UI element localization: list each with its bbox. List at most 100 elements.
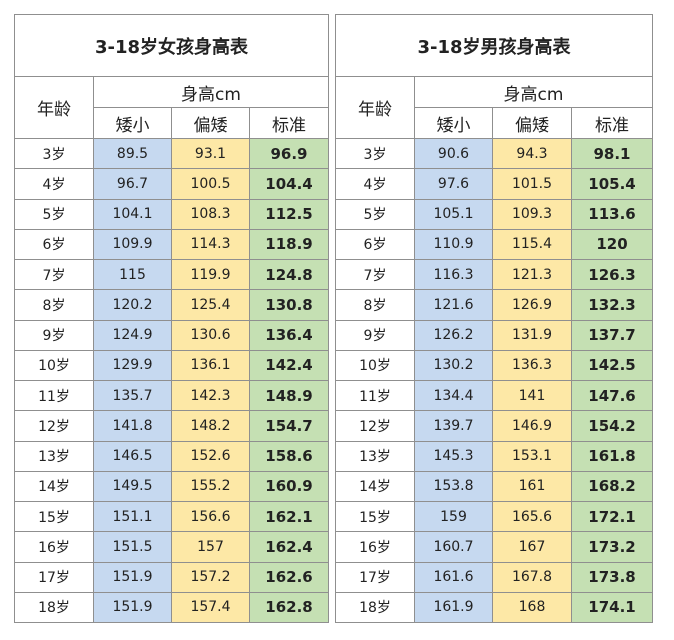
age-cell: 7岁 [335,259,415,291]
height-cell: 161.8 [571,440,653,472]
age-cell: 15岁 [14,501,94,533]
height-cell: 153.8 [414,470,493,502]
height-cell: 119.9 [171,259,250,291]
height-cell: 149.5 [93,470,172,502]
age-cell: 4岁 [14,168,94,200]
height-cell: 126.9 [492,289,572,321]
age-cell: 6岁 [14,228,94,260]
height-cell: 148.9 [249,380,329,412]
height-cell: 110.9 [414,228,493,260]
height-cell: 115.4 [492,228,572,260]
height-cell: 157.2 [171,561,250,593]
age-cell: 5岁 [14,198,94,230]
age-cell: 15岁 [335,501,415,533]
height-cell: 167 [492,531,572,563]
age-cell: 16岁 [14,531,94,563]
height-cell: 109.3 [492,198,572,230]
age-cell: 3岁 [335,138,415,170]
height-cell: 154.7 [249,410,329,442]
age-cell: 13岁 [14,440,94,472]
column-header: 标准 [571,107,653,139]
height-cell: 125.4 [171,289,250,321]
column-header: 矮小 [414,107,493,139]
height-cell: 156.6 [171,501,250,533]
height-cell: 94.3 [492,138,572,170]
height-cell: 131.9 [492,319,572,351]
age-cell: 9岁 [335,319,415,351]
height-cell: 105.4 [571,168,653,200]
height-cell: 104.4 [249,168,329,200]
height-cell: 157 [171,531,250,563]
height-cell: 130.8 [249,289,329,321]
height-cell: 124.9 [93,319,172,351]
height-cell: 173.2 [571,531,653,563]
height-cell: 130.2 [414,349,493,381]
age-cell: 9岁 [14,319,94,351]
height-cell: 162.6 [249,561,329,593]
height-cell: 89.5 [93,138,172,170]
height-cell: 115 [93,259,172,291]
age-cell: 17岁 [14,561,94,593]
height-cell: 157.4 [171,591,250,623]
age-cell: 13岁 [335,440,415,472]
height-cell: 172.1 [571,501,653,533]
age-header: 年龄 [335,76,415,139]
height-cell: 151.1 [93,501,172,533]
height-cell: 120.2 [93,289,172,321]
age-cell: 7岁 [14,259,94,291]
height-cell: 142.4 [249,349,329,381]
height-cell: 141.8 [93,410,172,442]
height-cell: 146.9 [492,410,572,442]
age-cell: 12岁 [14,410,94,442]
height-cell: 159 [414,501,493,533]
height-cell: 136.3 [492,349,572,381]
height-cell: 161 [492,470,572,502]
height-cell: 112.5 [249,198,329,230]
height-cell: 126.2 [414,319,493,351]
column-header: 标准 [249,107,329,139]
height-cell: 145.3 [414,440,493,472]
height-cell: 142.3 [171,380,250,412]
height-cell: 141 [492,380,572,412]
height-cell: 126.3 [571,259,653,291]
height-cell: 136.4 [249,319,329,351]
height-cell: 121.3 [492,259,572,291]
height-cell: 165.6 [492,501,572,533]
height-cell: 168.2 [571,470,653,502]
age-cell: 11岁 [14,380,94,412]
column-header: 矮小 [93,107,172,139]
age-cell: 6岁 [335,228,415,260]
height-cell: 124.8 [249,259,329,291]
height-cell: 174.1 [571,591,653,623]
height-cell: 109.9 [93,228,172,260]
height-cell: 153.1 [492,440,572,472]
height-cell: 120 [571,228,653,260]
height-cell: 136.1 [171,349,250,381]
height-cell: 155.2 [171,470,250,502]
height-cell: 160.7 [414,531,493,563]
group-header: 身高cm [414,76,653,108]
height-cell: 108.3 [171,198,250,230]
height-cell: 98.1 [571,138,653,170]
age-cell: 18岁 [14,591,94,623]
height-cell: 162.1 [249,501,329,533]
height-cell: 96.7 [93,168,172,200]
height-cell: 104.1 [93,198,172,230]
height-cell: 151.5 [93,531,172,563]
height-cell: 146.5 [93,440,172,472]
height-cell: 118.9 [249,228,329,260]
height-cell: 161.9 [414,591,493,623]
age-cell: 8岁 [14,289,94,321]
height-cell: 113.6 [571,198,653,230]
table-title: 3-18岁女孩身高表 [14,14,329,77]
height-cell: 100.5 [171,168,250,200]
height-cell: 97.6 [414,168,493,200]
height-cell: 114.3 [171,228,250,260]
age-cell: 17岁 [335,561,415,593]
height-cell: 132.3 [571,289,653,321]
height-cell: 101.5 [492,168,572,200]
height-cell: 134.4 [414,380,493,412]
height-cell: 90.6 [414,138,493,170]
height-cell: 158.6 [249,440,329,472]
height-cell: 151.9 [93,591,172,623]
